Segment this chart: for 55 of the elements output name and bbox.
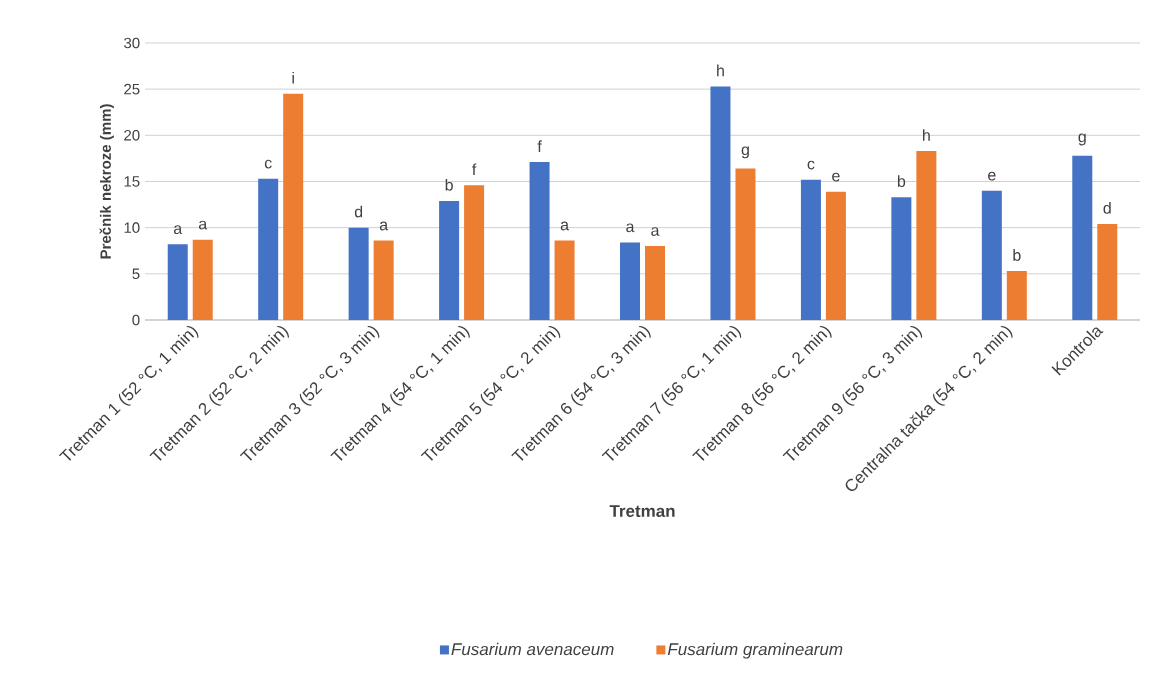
bar — [348, 227, 369, 320]
bar — [1097, 223, 1118, 320]
text: d — [1103, 202, 1111, 214]
y-tick-label: 5 — [132, 268, 140, 280]
y-axis-title: Prečnik nekroze (mm) — [99, 104, 114, 259]
y-tick-label: 30 — [124, 37, 140, 49]
bar — [645, 246, 666, 320]
bar — [464, 185, 485, 320]
text: a — [198, 220, 208, 230]
text: a — [651, 227, 660, 236]
text: d — [354, 205, 363, 218]
bar — [620, 242, 641, 320]
bar — [258, 178, 279, 320]
y-tick-label: 15 — [124, 176, 140, 187]
y-tick-label: 0 — [132, 314, 140, 326]
text: c — [807, 160, 815, 170]
bar — [710, 86, 731, 320]
text: e — [988, 171, 996, 181]
bar — [439, 200, 460, 320]
bar — [981, 190, 1002, 320]
text: i — [292, 71, 294, 84]
y-tick-label: 25 — [124, 83, 140, 95]
bar — [891, 197, 912, 320]
text: h — [717, 64, 724, 77]
bar — [916, 151, 937, 320]
legend-label: Fusarium graminearum — [667, 642, 843, 659]
bar — [825, 191, 846, 320]
text: f — [537, 140, 542, 152]
bar — [373, 240, 394, 320]
legend-label: Fusarium avenaceum — [451, 642, 614, 656]
text: h — [923, 129, 930, 141]
bar — [529, 162, 550, 320]
text: a — [379, 221, 389, 231]
y-tick-label: 10 — [124, 222, 140, 233]
text: g — [1078, 133, 1086, 146]
bar — [283, 93, 304, 320]
bar — [735, 168, 756, 320]
text: b — [897, 175, 906, 187]
text: a — [173, 225, 183, 235]
bar — [167, 244, 188, 320]
text: g — [741, 146, 749, 159]
bar — [192, 239, 213, 320]
text: c — [264, 159, 272, 169]
bar — [1072, 155, 1093, 320]
y-tick-label: 20 — [124, 130, 140, 141]
text: e — [832, 172, 840, 182]
bar — [1006, 271, 1027, 320]
text: f — [472, 163, 477, 175]
bar — [800, 179, 821, 320]
text: b — [1013, 249, 1021, 261]
text: a — [626, 223, 635, 233]
text: a — [560, 221, 570, 231]
x-axis-title: Tretman — [609, 505, 675, 518]
text: b — [445, 178, 453, 191]
bar — [554, 240, 575, 320]
